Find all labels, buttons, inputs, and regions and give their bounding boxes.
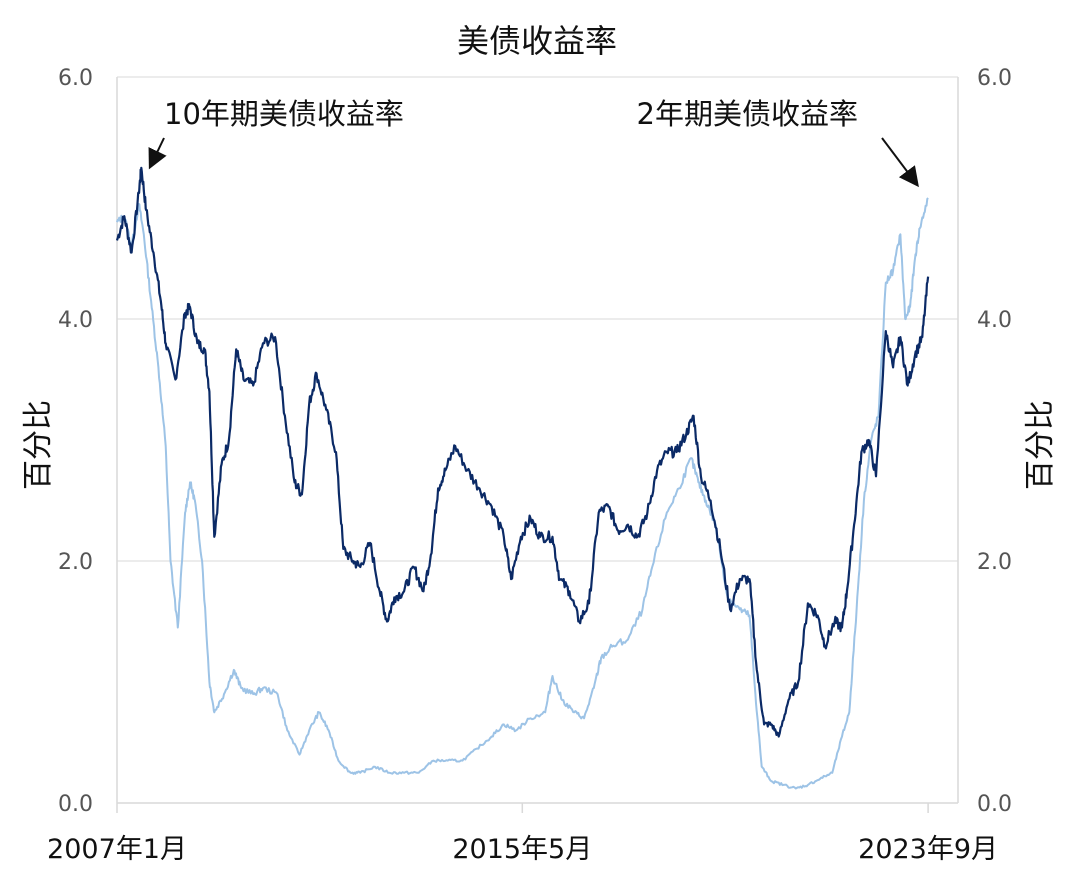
series-lines [115,166,930,790]
annotation-arrow-ten-year [148,137,167,170]
annotation-two-year: 2年期美债收益率 [637,97,858,131]
y-tick-label-right: 6.0 [977,66,1012,91]
series-line-ten-year [115,166,930,738]
x-tick-label: 2023年9月 [858,834,998,865]
y-tick-label-left: 4.0 [58,308,93,333]
grid-lines [117,76,958,804]
x-tick-label: 2007年1月 [47,834,187,865]
y-axis-label-left: 百分比 [21,400,56,490]
y-tick-label-right: 0.0 [977,792,1012,817]
x-tick-label: 2015年5月 [452,834,592,865]
annotations: 10年期美债收益率 2年期美债收益率 [148,97,919,188]
chart-title: 美债收益率 [457,22,617,60]
annotation-arrow-two-year [881,137,919,188]
y-tick-label-left: 0.0 [58,792,93,817]
y-tick-label-right: 4.0 [977,308,1012,333]
y-tick-label-left: 2.0 [58,550,93,575]
y-tick-label-left: 6.0 [58,66,93,91]
y-axis-label-right: 百分比 [1023,400,1058,490]
annotation-ten-year: 10年期美债收益率 [164,97,404,131]
series-line-two-year [116,197,929,790]
tick-labels: 0.0 0.0 2.0 2.0 4.0 4.0 6.0 6.0 2007年1月 2015年5月 20… [47,66,1012,865]
axes [116,77,959,813]
y-tick-label-right: 2.0 [977,550,1012,575]
